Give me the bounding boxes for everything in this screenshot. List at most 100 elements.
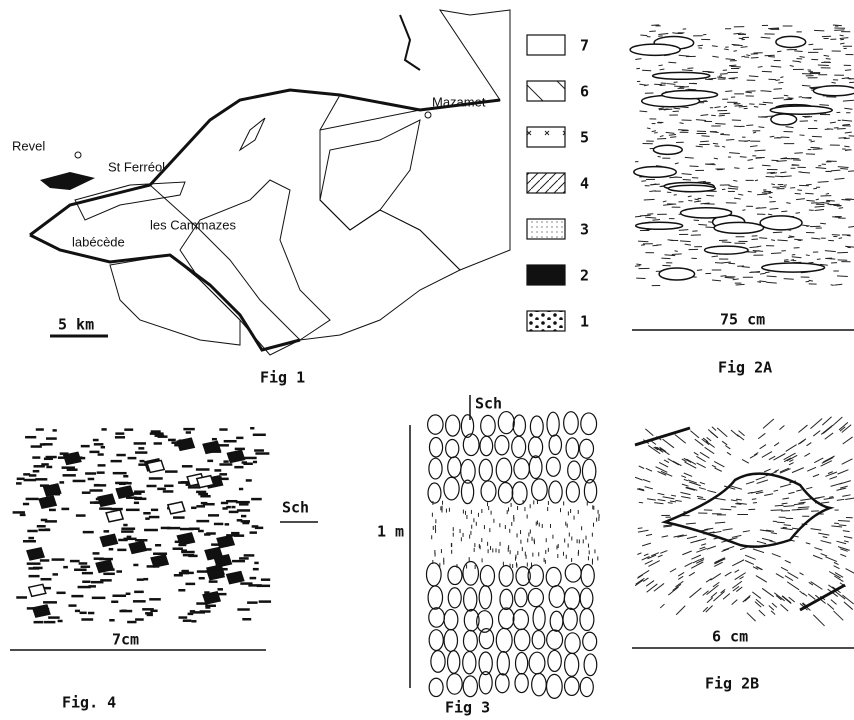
foliation — [670, 569, 676, 573]
foliation — [789, 460, 793, 462]
foliation — [829, 477, 836, 480]
lens — [668, 185, 715, 191]
lens — [662, 91, 718, 99]
porphyroblast — [205, 548, 222, 560]
foliation — [800, 499, 811, 501]
foliation — [647, 128, 650, 129]
foliation — [689, 588, 701, 598]
clast — [549, 435, 561, 455]
porphyroblast — [227, 572, 244, 584]
foliation — [825, 433, 833, 439]
clast — [547, 630, 563, 649]
clast — [426, 563, 441, 586]
porphyroblast — [64, 452, 81, 464]
clast — [564, 588, 579, 610]
legend: 7654321 — [527, 35, 589, 331]
foliation — [732, 600, 738, 605]
porphyroblast — [98, 494, 115, 506]
foliation — [754, 106, 758, 107]
foliation — [846, 569, 854, 574]
foliation — [690, 431, 699, 438]
clast — [429, 678, 443, 696]
lens — [770, 106, 832, 114]
foliation — [732, 535, 741, 537]
foliation — [645, 560, 653, 564]
foliation — [807, 467, 816, 471]
clast — [549, 481, 562, 503]
foliation — [810, 147, 819, 148]
clast — [500, 589, 513, 609]
unit-2 — [40, 172, 95, 190]
lens — [704, 246, 748, 254]
foliation — [739, 431, 745, 436]
foliation — [758, 127, 764, 128]
foliation — [725, 572, 732, 576]
foliation — [697, 496, 703, 497]
foliation — [745, 555, 756, 559]
foliation — [834, 30, 844, 31]
foliation — [652, 131, 656, 132]
clast — [568, 461, 581, 480]
clast — [579, 439, 593, 458]
foliation — [720, 509, 731, 510]
foliation — [805, 193, 813, 194]
clast — [528, 437, 542, 458]
foliation — [635, 266, 640, 267]
foliation — [816, 199, 819, 200]
foliation — [848, 171, 854, 172]
foliation — [789, 236, 795, 237]
lens — [760, 216, 802, 230]
foliation — [706, 528, 713, 529]
clast — [580, 588, 593, 608]
clast — [513, 415, 525, 436]
foliation — [780, 484, 791, 487]
foliation — [640, 111, 648, 112]
foliation — [842, 495, 850, 497]
sketch — [630, 25, 854, 286]
porphyroblast — [39, 496, 56, 508]
foliation — [842, 459, 853, 464]
foliation — [840, 38, 849, 39]
clast — [565, 653, 579, 676]
foliation — [781, 137, 790, 138]
foliation — [811, 582, 823, 590]
foliation — [789, 463, 794, 465]
foliation — [839, 208, 843, 209]
foliation — [834, 611, 844, 620]
foliation — [646, 468, 652, 471]
foliation — [821, 502, 829, 503]
foliation — [815, 206, 825, 207]
foliation — [635, 59, 641, 60]
porphyroblast — [151, 555, 168, 567]
foliation — [823, 456, 835, 462]
foliation — [700, 141, 709, 142]
foliation — [840, 169, 848, 170]
foliation — [694, 201, 701, 202]
clast — [446, 440, 459, 458]
legend-label: 1 — [580, 313, 589, 331]
clast — [532, 631, 545, 649]
foliation — [750, 146, 758, 147]
foliation — [750, 454, 757, 458]
foliation — [729, 65, 736, 66]
foliation — [743, 531, 750, 532]
foliation — [792, 257, 802, 258]
foliation — [806, 184, 812, 185]
clast — [429, 438, 442, 457]
clast — [498, 412, 514, 434]
foliation — [819, 105, 829, 106]
foliation — [638, 241, 648, 242]
clast — [549, 586, 564, 608]
foliation — [840, 35, 844, 36]
foliation — [652, 219, 660, 220]
clast — [515, 588, 527, 607]
clast — [463, 652, 476, 674]
foliation — [717, 77, 726, 78]
foliation — [781, 211, 787, 212]
foliation — [723, 529, 733, 531]
foliation — [760, 445, 766, 449]
foliation — [740, 157, 747, 158]
foliation — [715, 124, 725, 125]
foliation — [799, 440, 804, 444]
foliation — [807, 443, 812, 446]
